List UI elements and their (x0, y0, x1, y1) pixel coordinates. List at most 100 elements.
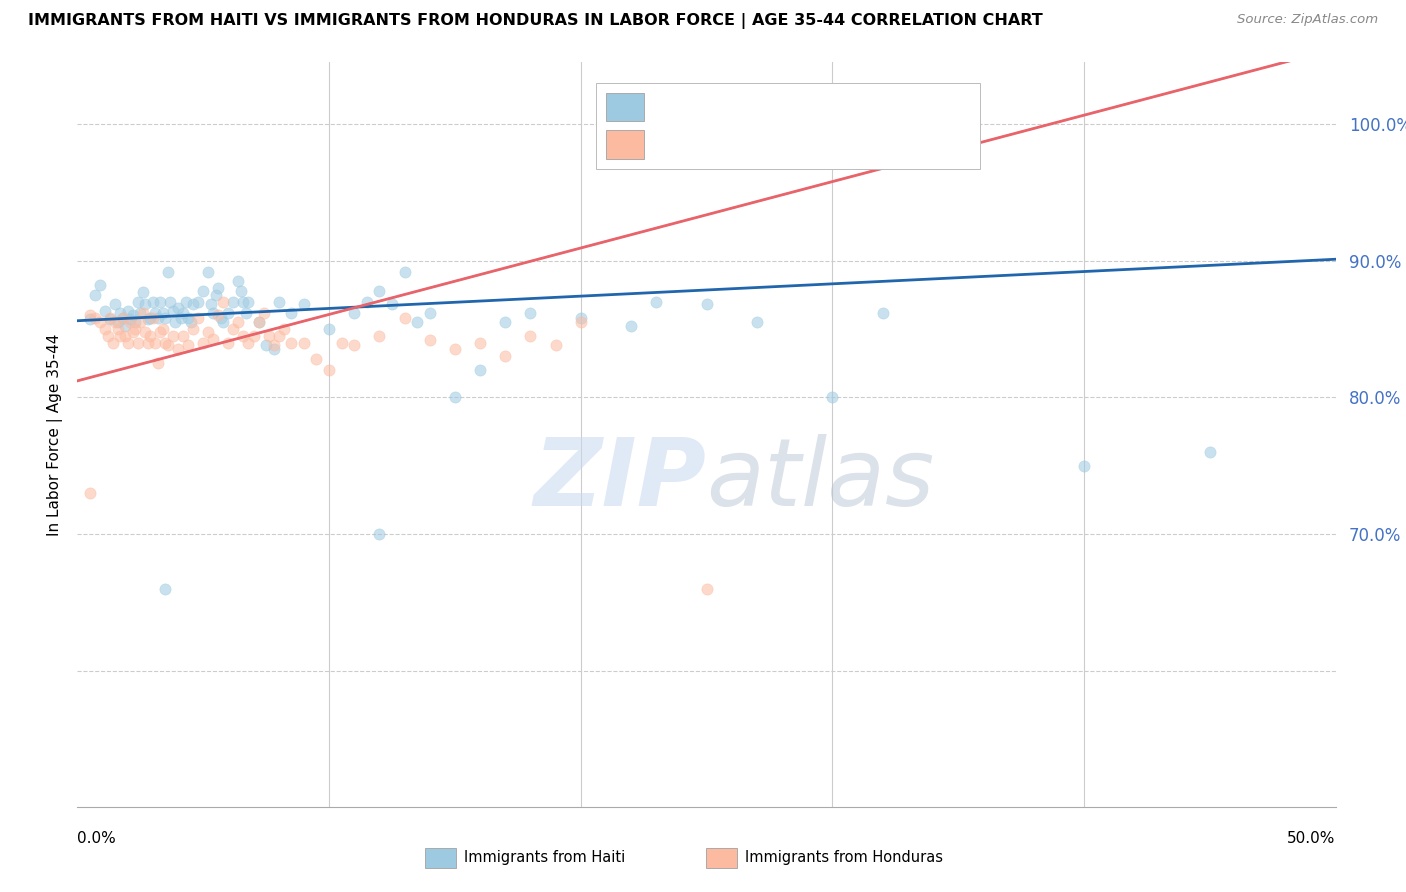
Text: N =: N = (807, 136, 844, 153)
Point (155, 311, 177, 326)
Point (200, 297, 222, 311)
Point (267, 328, 290, 343)
Point (111, 311, 134, 326)
Point (356, 294, 378, 309)
Point (124, 315, 146, 329)
Point (197, 325, 219, 339)
Bar (606, 93, 644, 121)
Point (696, 582, 718, 596)
Point (232, 328, 254, 343)
Point (343, 338, 366, 352)
Point (212, 294, 235, 309)
Point (368, 527, 391, 541)
Text: IMMIGRANTS FROM HAITI VS IMMIGRANTS FROM HONDURAS IN LABOR FORCE | AGE 35-44 COR: IMMIGRANTS FROM HAITI VS IMMIGRANTS FROM… (28, 13, 1043, 29)
Point (202, 331, 225, 345)
Point (318, 322, 340, 336)
Text: 50.0%: 50.0% (1288, 831, 1336, 847)
Point (162, 328, 184, 343)
Point (120, 312, 142, 326)
Point (228, 274, 250, 288)
Text: R =: R = (657, 136, 692, 153)
Point (180, 315, 202, 329)
Point (89, 278, 111, 293)
Point (159, 294, 181, 309)
Point (152, 322, 174, 336)
Point (156, 338, 179, 352)
Point (207, 281, 229, 295)
Point (406, 315, 429, 329)
Point (146, 356, 169, 370)
Point (519, 305, 541, 319)
Point (84, 311, 107, 326)
Point (104, 297, 127, 311)
Point (155, 582, 177, 596)
Point (494, 349, 516, 363)
Point (142, 311, 165, 326)
Point (569, 315, 592, 329)
Point (177, 311, 200, 326)
Point (222, 322, 245, 336)
Point (238, 294, 260, 309)
Point (149, 325, 172, 339)
Point (143, 305, 166, 319)
Point (280, 305, 302, 319)
Point (645, 294, 668, 309)
Point (232, 294, 254, 309)
Point (165, 315, 187, 329)
Point (247, 315, 270, 329)
Point (101, 335, 124, 350)
Text: 0.106: 0.106 (716, 98, 768, 116)
Point (127, 335, 149, 350)
Point (94, 322, 117, 336)
Text: 0.0%: 0.0% (77, 831, 117, 847)
Y-axis label: In Labor Force | Age 35-44: In Labor Force | Age 35-44 (48, 334, 63, 536)
Point (745, 315, 768, 329)
Point (519, 328, 541, 343)
Point (872, 305, 894, 319)
Point (120, 315, 142, 329)
Point (202, 305, 225, 319)
Point (149, 294, 172, 309)
Point (1073, 458, 1095, 473)
Point (167, 301, 190, 316)
Point (169, 311, 191, 326)
Point (242, 328, 264, 343)
Point (124, 322, 146, 336)
Point (121, 308, 143, 322)
Point (143, 335, 166, 350)
Text: 0.318: 0.318 (716, 136, 768, 153)
Text: atlas: atlas (707, 434, 935, 525)
Point (156, 264, 179, 278)
Point (98, 311, 121, 326)
Point (343, 305, 366, 319)
Point (696, 297, 718, 311)
Point (127, 294, 149, 309)
Point (129, 305, 152, 319)
Point (136, 335, 159, 350)
Point (252, 305, 274, 319)
Point (117, 304, 139, 318)
Point (197, 264, 219, 278)
Text: Immigrants from Honduras: Immigrants from Honduras (745, 850, 943, 864)
Point (368, 328, 391, 343)
Point (187, 294, 209, 309)
Point (544, 338, 567, 352)
Point (155, 335, 177, 350)
Point (1198, 445, 1220, 459)
Point (104, 315, 127, 329)
Text: ZIP: ZIP (534, 434, 707, 525)
Point (79, 308, 101, 322)
Point (108, 305, 131, 319)
Text: 67: 67 (866, 136, 890, 153)
Point (107, 322, 129, 336)
Point (217, 335, 239, 350)
Point (167, 343, 190, 357)
Point (419, 305, 441, 319)
Point (187, 311, 209, 326)
Point (94, 304, 117, 318)
Point (191, 335, 215, 350)
Point (381, 297, 404, 311)
Point (134, 325, 156, 339)
Point (132, 285, 155, 299)
Text: N =: N = (807, 98, 844, 116)
